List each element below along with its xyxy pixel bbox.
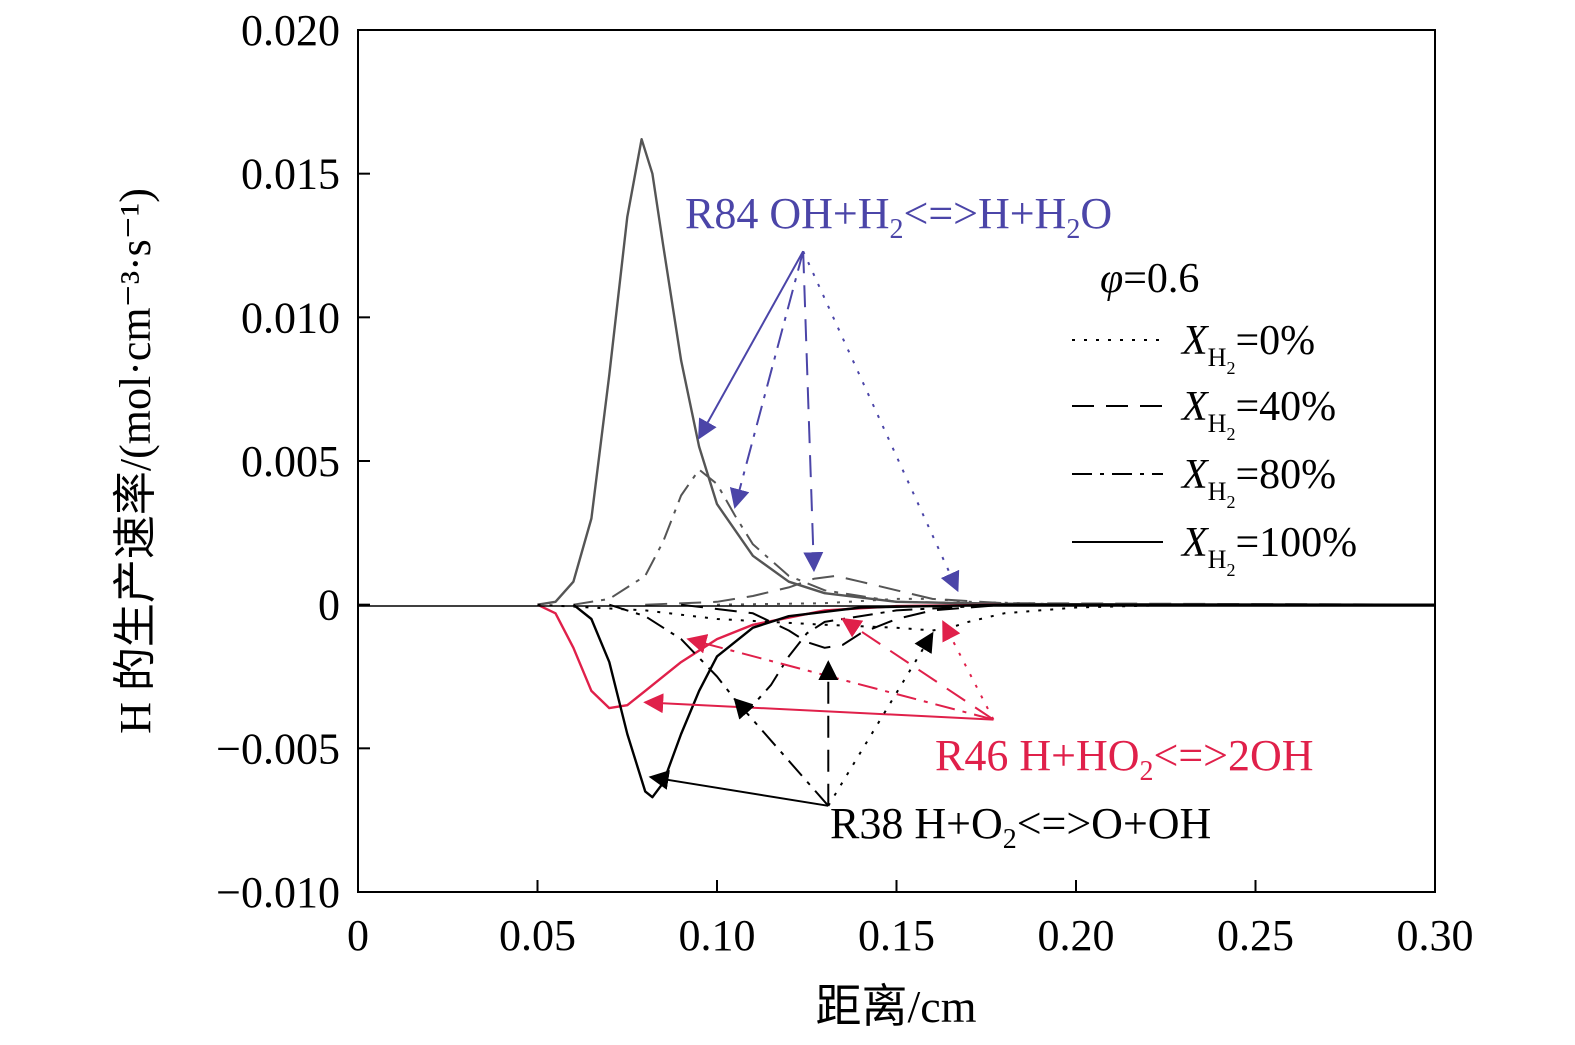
legend-suffix: =100% (1235, 520, 1357, 566)
legend-var: X (1180, 318, 1210, 364)
pointer-r84-h2-0 (802, 250, 960, 593)
x-tick-label: 0.05 (499, 911, 576, 960)
r84-part-e: O (1080, 189, 1112, 238)
series-r84-h2-80 (573, 468, 1435, 606)
x-tick-label: 0 (347, 911, 369, 960)
legend-subsub: 2 (1226, 424, 1235, 444)
x-tick-label: 0.20 (1038, 911, 1115, 960)
y-tick-label: −0.005 (216, 724, 340, 773)
pointer-r84-h2-40 (802, 251, 824, 573)
legend-subsub: 2 (1226, 492, 1235, 512)
x-axis: 0 0.05 0.10 0.15 0.20 0.25 0.30 (347, 880, 1474, 960)
annotation-r46: R46 H+HO2<=>2OH (935, 731, 1314, 787)
series-r38-h2-0 (537, 603, 1435, 632)
phi-value: =0.6 (1123, 256, 1199, 302)
x-tick-label: 0.15 (858, 911, 935, 960)
r38-part-c: <=>O+OH (1017, 799, 1212, 848)
legend-entries: XH2=0%XH2=40%XH2=80%XH2=100% (1072, 318, 1357, 580)
r46-part-a: R46 H+HO (935, 731, 1140, 780)
r38-sub-1: 2 (1003, 824, 1017, 855)
y-tick-label: 0.010 (241, 293, 340, 342)
phi-symbol: φ (1100, 256, 1123, 302)
series-r84-h2-40 (645, 574, 1436, 606)
x-tick-label: 0.10 (679, 911, 756, 960)
legend: φ=0.6 XH2=0%XH2=40%XH2=80%XH2=100% (1072, 256, 1357, 580)
legend-suffix: =0% (1235, 318, 1315, 364)
series-r46-h2-100 (536, 603, 1435, 710)
pointer-r46-h2-0 (942, 620, 995, 721)
r84-part-a: R84 OH+H (685, 189, 890, 238)
legend-label-dashdot: XH2=80% (1180, 452, 1336, 512)
annotation-r38: R38 H+O2<=>O+OH (830, 799, 1211, 855)
legend-label-dashed: XH2=40% (1180, 384, 1336, 444)
series-r38-h2-40 (680, 603, 1435, 649)
y-tick-label: 0.020 (241, 6, 340, 55)
y-axis-label: H 的生产速率/(mol·cm⁻³·s⁻¹) (111, 188, 160, 734)
legend-subsub: 2 (1226, 560, 1235, 580)
series-layer (536, 138, 1436, 799)
r38-part-a: R38 H+O (830, 799, 1003, 848)
legend-suffix: =40% (1235, 384, 1336, 430)
x-axis-label: 距离/cm (816, 981, 977, 1032)
legend-var: X (1180, 384, 1210, 430)
legend-var: X (1180, 452, 1210, 498)
r84-sub-2: 2 (1066, 214, 1080, 245)
r84-part-c: <=>H+H (904, 189, 1067, 238)
legend-sub: H (1208, 545, 1227, 574)
series-r38-h2-80 (608, 603, 1435, 707)
legend-label-solid: XH2=100% (1180, 520, 1357, 580)
pointer-r46-h2-40 (840, 617, 994, 721)
y-axis: 0.020 0.015 0.010 0.005 0 −0.005 −0.010 (216, 6, 370, 917)
legend-title: φ=0.6 (1100, 256, 1199, 302)
pointer-r38-h2-80 (733, 697, 830, 807)
annotation-r84: R84 OH+H2<=>H+H2O (685, 189, 1112, 245)
y-tick-label: 0.015 (241, 150, 340, 199)
x-tick-label: 0.25 (1217, 911, 1294, 960)
legend-sub: H (1208, 477, 1227, 506)
r46-sub-1: 2 (1140, 756, 1154, 787)
pointer-r84-h2-80 (729, 250, 805, 509)
legend-sub: H (1208, 409, 1227, 438)
pointer-r46-h2-80 (686, 634, 994, 721)
pointer-r84-h2-100 (698, 250, 805, 440)
series-r84-h2-100 (537, 138, 1436, 606)
series-r38-h2-100 (572, 603, 1435, 799)
legend-suffix: =80% (1235, 452, 1336, 498)
legend-subsub: 2 (1226, 358, 1235, 378)
y-tick-label: −0.010 (216, 868, 340, 917)
r84-sub-1: 2 (890, 214, 904, 245)
legend-sub: H (1208, 343, 1227, 372)
pointer-r46-h2-100 (643, 693, 994, 721)
legend-label-dotted: XH2=0% (1180, 318, 1315, 378)
pointer-r38-h2-0 (827, 631, 934, 807)
legend-var: X (1180, 520, 1210, 566)
pointer-layer (643, 250, 995, 807)
r46-part-c: <=>2OH (1154, 731, 1314, 780)
y-tick-label: 0 (318, 581, 340, 630)
pointer-r38-h2-100 (648, 770, 829, 807)
x-tick-label: 0.30 (1397, 911, 1474, 960)
y-tick-label: 0.005 (241, 437, 340, 486)
